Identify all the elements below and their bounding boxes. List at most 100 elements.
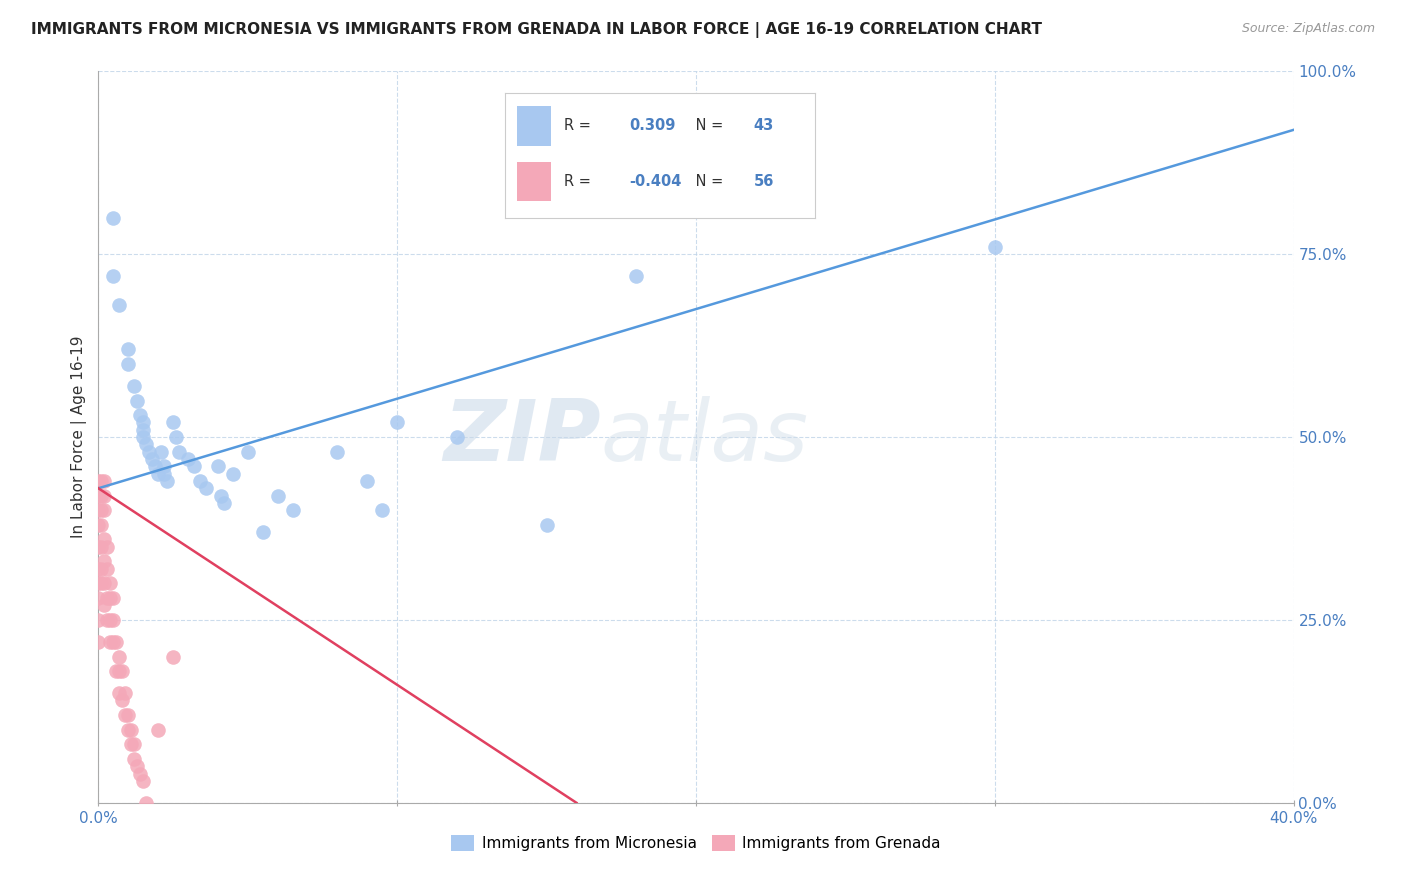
Point <box>127 759 149 773</box>
Point <box>87 562 110 576</box>
Point <box>90 576 112 591</box>
Point <box>127 393 149 408</box>
Point <box>626 269 648 284</box>
Point <box>385 416 409 430</box>
Point <box>267 489 290 503</box>
Point <box>103 591 125 605</box>
Point <box>326 444 349 458</box>
Point <box>117 708 139 723</box>
Point <box>103 613 125 627</box>
Point <box>124 379 146 393</box>
Point <box>87 635 110 649</box>
Point <box>87 517 110 532</box>
Point <box>120 723 142 737</box>
Point <box>93 489 115 503</box>
Point <box>93 533 115 547</box>
Point <box>87 540 110 554</box>
Point <box>135 796 157 810</box>
Point <box>177 452 200 467</box>
Point <box>90 540 112 554</box>
Text: Source: ZipAtlas.com: Source: ZipAtlas.com <box>1241 22 1375 36</box>
Point <box>153 467 176 481</box>
Point <box>103 635 125 649</box>
Point <box>96 540 118 554</box>
Point <box>207 459 229 474</box>
Point <box>135 437 157 451</box>
Text: ZIP: ZIP <box>443 395 600 479</box>
Point <box>108 298 131 312</box>
Point <box>148 467 170 481</box>
Point <box>96 562 118 576</box>
Point <box>87 576 110 591</box>
Point <box>356 474 378 488</box>
Point <box>117 723 139 737</box>
Point <box>132 430 155 444</box>
Point <box>90 503 112 517</box>
Point <box>98 635 122 649</box>
Point <box>120 737 142 751</box>
Point <box>138 444 160 458</box>
Point <box>87 591 110 605</box>
Point <box>87 489 110 503</box>
Point <box>222 467 245 481</box>
Point <box>93 503 115 517</box>
Point <box>108 664 131 678</box>
Legend: Immigrants from Micronesia, Immigrants from Grenada: Immigrants from Micronesia, Immigrants f… <box>444 830 948 857</box>
Point <box>371 503 394 517</box>
Point <box>167 444 190 458</box>
Point <box>105 664 128 678</box>
Point <box>114 686 136 700</box>
Point <box>108 649 131 664</box>
Point <box>90 517 112 532</box>
Point <box>209 489 232 503</box>
Point <box>90 562 112 576</box>
Point <box>98 591 122 605</box>
Point <box>162 416 184 430</box>
Point <box>188 474 211 488</box>
Point <box>111 664 134 678</box>
Point <box>124 737 146 751</box>
Point <box>87 613 110 627</box>
Point <box>143 459 166 474</box>
Text: IMMIGRANTS FROM MICRONESIA VS IMMIGRANTS FROM GRENADA IN LABOR FORCE | AGE 16-19: IMMIGRANTS FROM MICRONESIA VS IMMIGRANTS… <box>31 22 1042 38</box>
Point <box>96 591 118 605</box>
Point <box>98 576 122 591</box>
Point <box>156 474 179 488</box>
Point <box>212 496 235 510</box>
Point <box>93 599 115 613</box>
Point <box>93 576 115 591</box>
Point <box>87 474 110 488</box>
Point <box>90 489 112 503</box>
Point <box>87 503 110 517</box>
Point <box>236 444 259 458</box>
Point <box>150 444 173 458</box>
Point <box>984 240 1007 254</box>
Point <box>153 459 176 474</box>
Point <box>195 481 218 495</box>
Point <box>117 357 139 371</box>
Point <box>148 723 170 737</box>
Point <box>446 430 468 444</box>
Point <box>132 423 155 437</box>
Point <box>111 693 134 707</box>
Point <box>165 430 187 444</box>
Point <box>252 525 274 540</box>
Point <box>98 613 122 627</box>
Point <box>132 773 155 788</box>
Point <box>124 752 146 766</box>
Point <box>108 686 131 700</box>
Point <box>132 416 155 430</box>
Point <box>114 708 136 723</box>
Point <box>129 766 152 780</box>
Point <box>536 517 558 532</box>
Y-axis label: In Labor Force | Age 16-19: In Labor Force | Age 16-19 <box>72 335 87 539</box>
Point <box>105 635 128 649</box>
Point <box>90 474 112 488</box>
Point <box>129 408 152 422</box>
Point <box>162 649 184 664</box>
Text: atlas: atlas <box>600 395 808 479</box>
Point <box>281 503 304 517</box>
Point <box>141 452 163 467</box>
Point <box>103 269 125 284</box>
Point <box>96 613 118 627</box>
